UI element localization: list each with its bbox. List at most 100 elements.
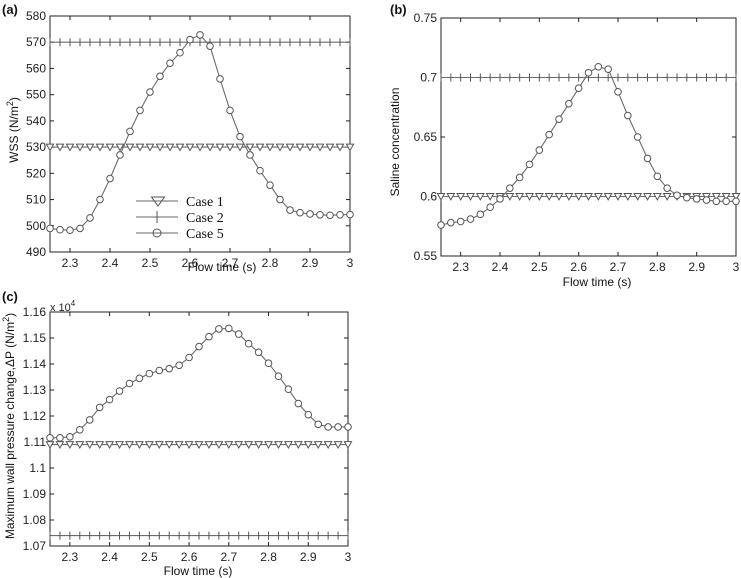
y-tick-label: 530 [26, 140, 46, 154]
data-point-case5 [56, 434, 64, 442]
y-tick-label: 550 [26, 88, 46, 102]
data-point-case1 [175, 143, 185, 152]
data-point-case5 [604, 65, 612, 73]
y-tick-label: 0.65 [414, 130, 438, 144]
data-point-case1 [505, 193, 515, 201]
y-tick-label: 1.07 [23, 539, 47, 553]
data-point-case5 [146, 88, 154, 96]
data-point-case5 [246, 151, 254, 159]
data-point-case5 [663, 184, 671, 192]
data-point-case5 [266, 181, 274, 189]
y-tick-label: 0.55 [414, 249, 438, 263]
y-tick-label: 1.15 [23, 331, 47, 345]
data-point-case1 [574, 193, 584, 201]
data-point-case1 [255, 143, 265, 152]
x-tick-label: 2.4 [492, 260, 509, 274]
panel-b-saline: (b) 2.3 2.4 2.5 2.6 2.7 2.8 2.9 3 0.55 0.6 0.65 0.7… [388, 2, 741, 289]
panel-a-label: (a) [2, 2, 18, 17]
x-tick-label: 2.5 [141, 550, 158, 564]
data-point-case5 [105, 395, 114, 404]
data-point-case1 [135, 143, 145, 152]
data-point-case1 [436, 193, 446, 201]
data-point-case5 [165, 364, 173, 373]
data-point-case1 [264, 441, 273, 450]
data-point-case1 [224, 441, 234, 450]
data-point-case1 [313, 441, 323, 450]
legend-marker-circle-icon [152, 228, 162, 238]
data-point-case5 [215, 325, 223, 333]
y-axis-label-sup: 2 [1, 317, 11, 322]
data-point-case1 [475, 193, 485, 201]
data-point-case5 [66, 433, 74, 441]
data-point-case5 [702, 196, 711, 204]
data-point-case1 [184, 441, 194, 450]
x-tick-label: 2.8 [262, 256, 279, 270]
data-point-case1 [265, 143, 275, 152]
data-point-case1 [534, 193, 544, 201]
data-point-case1 [214, 441, 224, 450]
y-tick-label: 0.75 [414, 11, 438, 25]
data-point-case1 [285, 143, 295, 152]
data-point-case1 [603, 193, 613, 201]
data-point-case5 [722, 197, 730, 206]
x-tick-label: 2.7 [610, 260, 627, 274]
data-point-case1 [274, 441, 283, 450]
data-point-case5 [296, 208, 304, 217]
data-point-case1 [295, 143, 305, 152]
data-point-case1 [731, 193, 741, 201]
data-point-case1 [174, 441, 184, 450]
x-tick-label: 2.9 [688, 260, 705, 274]
y-tick-label: 500 [26, 219, 46, 233]
data-point-case1 [662, 193, 672, 201]
data-point-case5 [545, 130, 553, 139]
data-point-case1 [75, 143, 85, 152]
y-tick-label: 1.1 [29, 461, 46, 475]
data-point-case5 [166, 59, 174, 68]
y-tick-label: 1.16 [23, 305, 47, 319]
x-tick-label: 2.6 [570, 260, 587, 274]
x-tick-label: 2.7 [220, 550, 237, 564]
x-tick-label: 3 [347, 256, 354, 270]
data-point-case1 [245, 143, 255, 152]
data-point-case1 [65, 143, 75, 152]
data-point-case5 [276, 195, 284, 204]
y-tick-label: 490 [26, 245, 46, 259]
data-point-case5 [254, 348, 263, 357]
data-point-case5 [85, 416, 94, 424]
x-tick-label: 2.5 [142, 256, 159, 270]
data-point-case1 [95, 441, 105, 450]
data-point-case1 [446, 193, 456, 201]
data-point-case5 [535, 146, 544, 154]
legend: Case 1 Case 2 Case 5 [136, 195, 224, 242]
x-tick-label: 2.5 [531, 260, 548, 274]
data-point-case1 [194, 441, 204, 450]
panel-c-pressure: (c) 2.3 2.4 2.5 2.6 2.7 2.8 2.9 3 1.07 1.08 1.09 1.… [1, 289, 353, 578]
data-point-case1 [195, 143, 205, 152]
data-point-case1 [234, 441, 244, 450]
data-point-case5 [86, 214, 94, 222]
data-point-case1 [623, 193, 633, 201]
x-tick-label: 3 [345, 550, 352, 564]
data-point-case1 [244, 441, 254, 450]
data-point-case1 [711, 193, 721, 201]
x-tick-label: 2.9 [300, 550, 317, 564]
data-point-case1 [164, 441, 174, 450]
data-point-case5 [336, 210, 344, 219]
data-point-case5 [525, 160, 534, 169]
data-point-case5 [274, 372, 283, 381]
y-tick-label: 520 [26, 166, 46, 180]
data-point-case5 [314, 420, 323, 429]
y-tick-label: 510 [26, 193, 46, 207]
data-point-case5 [294, 399, 303, 408]
y-axis-label: WSS (N/m2) [5, 97, 21, 163]
data-point-case1 [345, 143, 355, 152]
data-point-case5 [692, 195, 701, 203]
x-tick-label: 2.6 [182, 256, 199, 270]
data-point-case5 [316, 210, 324, 219]
data-point-case5 [515, 173, 524, 182]
y-tick-label: 580 [26, 9, 46, 23]
data-point-case1 [215, 143, 225, 152]
y-tick-label: 1.12 [23, 409, 47, 423]
panel-c-label: (c) [2, 289, 18, 304]
data-point-case5 [456, 217, 465, 226]
